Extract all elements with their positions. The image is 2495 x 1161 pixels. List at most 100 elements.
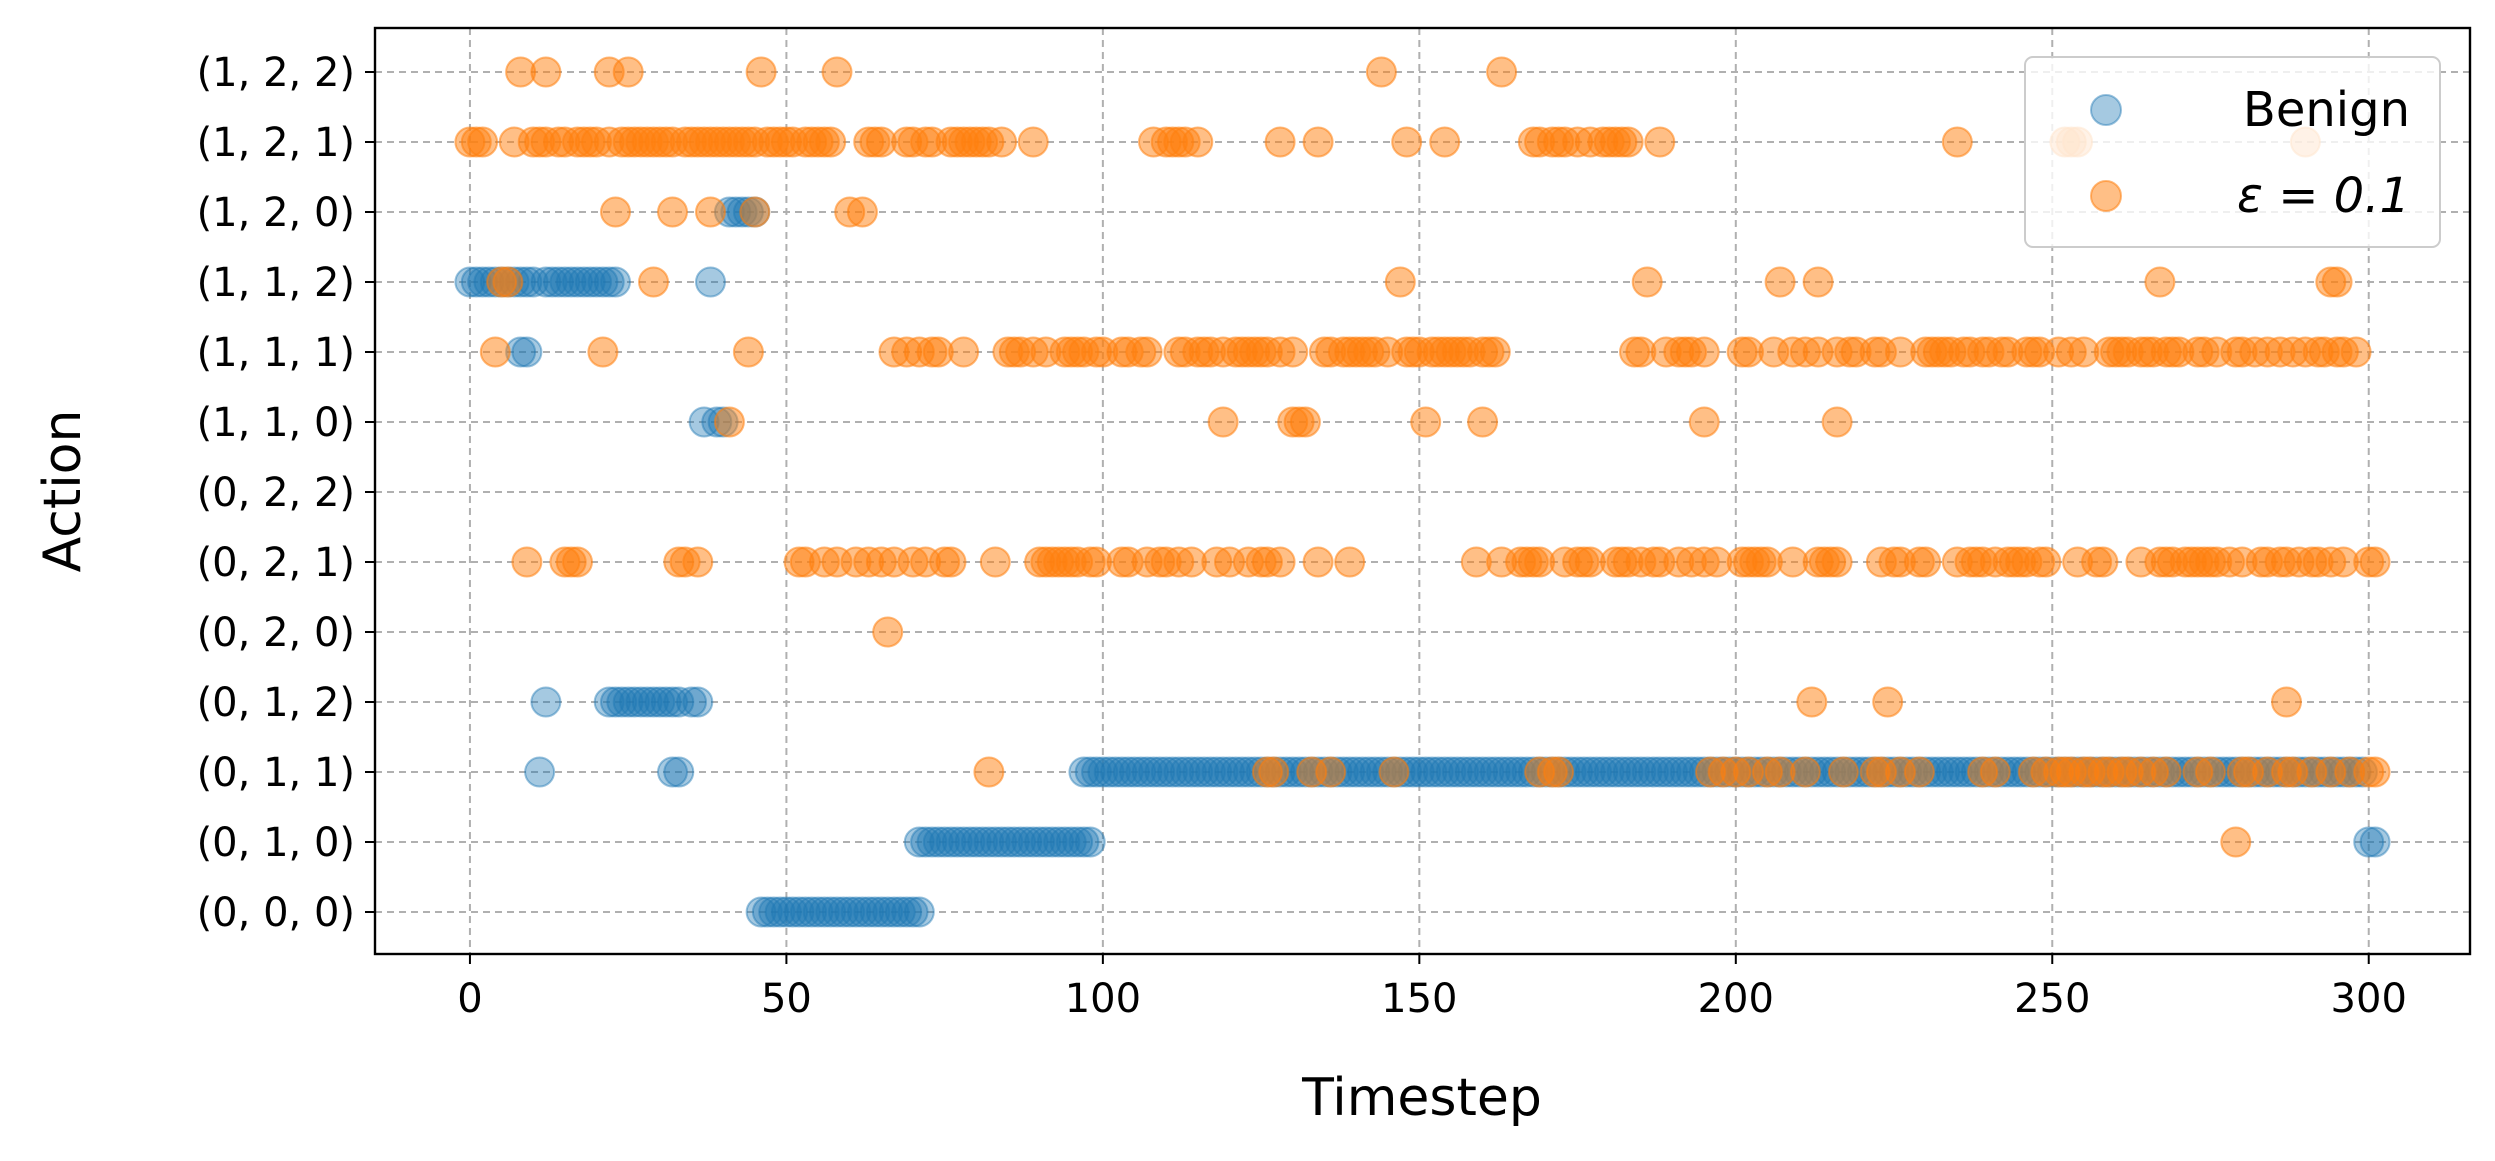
data-point xyxy=(1802,266,1834,298)
data-point xyxy=(821,896,853,928)
data-point xyxy=(587,266,619,298)
data-point xyxy=(1207,406,1239,438)
data-point xyxy=(973,826,1005,858)
data-point xyxy=(1796,686,1828,718)
legend: Benign ε = 0.1 xyxy=(2024,56,2441,248)
data-point xyxy=(941,826,973,858)
data-point xyxy=(979,826,1011,858)
data-point xyxy=(1125,756,1157,788)
data-point xyxy=(1606,756,1638,788)
data-point xyxy=(1612,126,1644,158)
data-point xyxy=(2144,266,2176,298)
data-point xyxy=(1334,546,1366,578)
data-point xyxy=(897,896,929,928)
data-point xyxy=(600,266,631,298)
data-point xyxy=(973,756,1005,788)
data-point xyxy=(789,896,821,928)
data-point xyxy=(619,686,650,718)
x-tick-label: 150 xyxy=(1381,976,1457,1022)
y-tick-label: (0, 2, 2) xyxy=(197,470,355,516)
data-point xyxy=(1663,756,1695,788)
data-point xyxy=(1068,826,1100,858)
data-point xyxy=(1821,546,1853,578)
data-point xyxy=(821,56,853,88)
data-point xyxy=(783,896,815,928)
x-tick-label: 200 xyxy=(1698,976,1774,1022)
data-point xyxy=(2087,546,2119,578)
data-point xyxy=(1631,266,1663,298)
data-point xyxy=(524,756,556,788)
x-tick-label: 250 xyxy=(2014,976,2090,1022)
data-point xyxy=(543,266,574,298)
data-point xyxy=(612,686,644,718)
y-tick-label: (1, 2, 1) xyxy=(197,120,355,166)
data-point xyxy=(1176,756,1207,788)
data-point xyxy=(2030,546,2062,578)
x-tick-label: 50 xyxy=(761,976,812,1022)
data-point xyxy=(745,896,777,928)
data-point xyxy=(1220,756,1252,788)
data-point xyxy=(1017,126,1049,158)
y-tick-label: (0, 2, 0) xyxy=(197,610,355,656)
data-point xyxy=(1093,756,1125,788)
data-point xyxy=(745,56,777,88)
data-point xyxy=(872,616,904,648)
data-point xyxy=(1935,756,1967,788)
data-point xyxy=(872,896,904,928)
data-point xyxy=(1479,756,1511,788)
data-point xyxy=(1030,826,1062,858)
data-point xyxy=(1467,756,1499,788)
data-point xyxy=(682,546,714,578)
data-point xyxy=(638,686,669,718)
data-point xyxy=(1454,756,1486,788)
data-point xyxy=(511,546,543,578)
legend-label-epsilon: ε = 0.1 xyxy=(2237,168,2410,224)
data-point xyxy=(1619,756,1650,788)
data-point xyxy=(1087,756,1119,788)
data-point xyxy=(631,686,663,718)
data-point xyxy=(808,896,840,928)
data-point xyxy=(1112,756,1144,788)
data-point xyxy=(574,266,606,298)
data-point xyxy=(1302,546,1334,578)
data-point xyxy=(1910,546,1942,578)
data-point xyxy=(846,896,878,928)
data-point xyxy=(1119,756,1150,788)
data-point xyxy=(1169,756,1201,788)
data-point xyxy=(695,196,726,228)
data-point xyxy=(935,546,967,578)
data-point xyxy=(922,826,954,858)
data-point xyxy=(948,826,980,858)
data-point xyxy=(1214,756,1245,788)
data-point xyxy=(929,826,961,858)
data-point xyxy=(770,896,802,928)
data-point xyxy=(530,686,562,718)
data-point xyxy=(562,546,593,578)
data-point xyxy=(2359,826,2391,858)
data-point xyxy=(1631,756,1663,788)
data-point xyxy=(1638,756,1669,788)
data-point xyxy=(1486,56,1518,88)
data-point xyxy=(1036,826,1068,858)
data-point xyxy=(1207,756,1239,788)
data-point xyxy=(587,336,619,368)
data-point xyxy=(1049,826,1081,858)
data-point xyxy=(1593,756,1625,788)
data-point xyxy=(986,126,1018,158)
data-point xyxy=(802,896,834,928)
data-point xyxy=(1543,756,1575,788)
data-point xyxy=(1302,126,1334,158)
data-point xyxy=(1068,756,1100,788)
data-point xyxy=(1486,756,1518,788)
data-point xyxy=(1378,756,1410,788)
data-point xyxy=(739,196,771,228)
data-point xyxy=(815,126,847,158)
data-point xyxy=(1043,826,1075,858)
data-point xyxy=(606,686,638,718)
y-tick-label: (1, 2, 2) xyxy=(197,50,355,96)
data-point xyxy=(1644,126,1676,158)
data-point xyxy=(536,266,568,298)
data-point xyxy=(846,196,878,228)
data-point xyxy=(859,896,891,928)
data-point xyxy=(1435,756,1467,788)
